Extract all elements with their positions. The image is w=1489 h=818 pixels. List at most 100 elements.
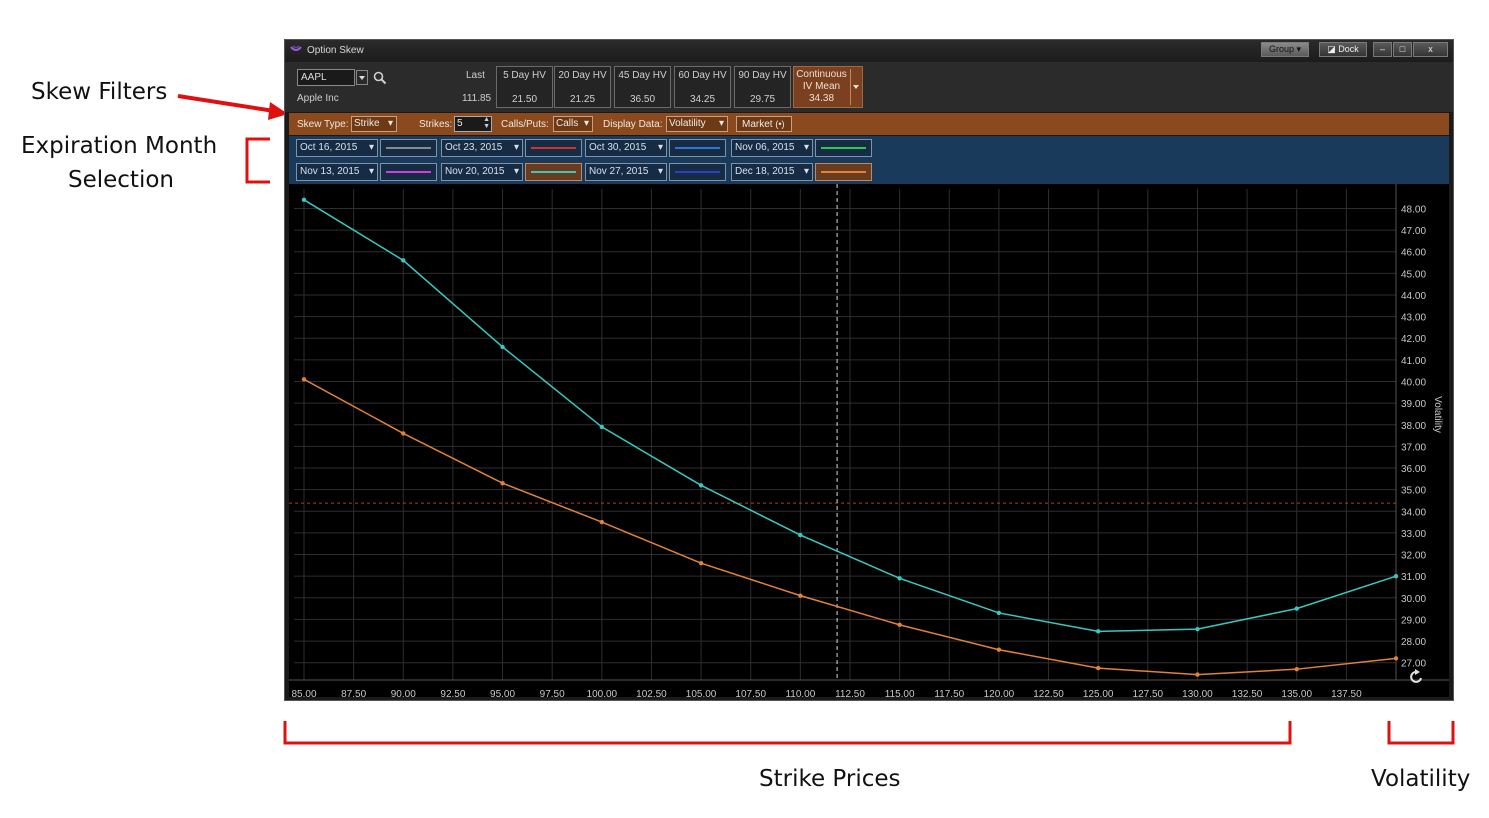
hv-value: 36.50 [629, 94, 656, 105]
y-tick-label: 46.00 [1401, 248, 1426, 259]
dock-button-label: Dock [1338, 44, 1359, 54]
dock-button[interactable]: ◪ Dock [1319, 42, 1367, 57]
expiration-color-swatch[interactable] [815, 139, 872, 157]
expiration-color-swatch[interactable] [815, 163, 872, 181]
strikes-label: Strikes: [419, 119, 453, 130]
x-tick-label: 127.50 [1133, 689, 1164, 697]
calls-puts-select[interactable]: Calls ▾ [553, 116, 593, 132]
expiration-select[interactable]: Oct 30, 2015 ▾ [585, 139, 667, 157]
expiration-date: Nov 06, 2015 [735, 142, 795, 153]
swatch-line [821, 171, 866, 173]
x-tick-label: 102.50 [636, 689, 667, 697]
y-tick-label: 36.00 [1401, 464, 1426, 475]
y-tick-label: 48.00 [1401, 204, 1426, 215]
search-icon[interactable] [373, 71, 387, 85]
symbol-dropdown-icon[interactable] [356, 70, 368, 85]
hv-45-day: 45 Day HV 36.50 [614, 66, 671, 108]
y-tick-label: 28.00 [1401, 637, 1426, 648]
broadcast-icon: (•) [775, 119, 785, 129]
market-label: Market [742, 119, 773, 130]
close-button[interactable]: x [1413, 42, 1448, 57]
expiration-date: Nov 13, 2015 [300, 166, 360, 177]
series-point-0 [401, 258, 406, 263]
series-point-0 [1195, 626, 1200, 632]
chevron-down-icon: ▾ [803, 166, 809, 177]
annotation-expiration-line2: Selection [68, 167, 174, 193]
x-tick-label: 110.00 [785, 689, 815, 697]
chevron-down-icon: ▾ [513, 166, 519, 177]
y-tick-label: 47.00 [1401, 226, 1426, 237]
y-tick-label: 29.00 [1401, 615, 1426, 626]
display-data-label: Display Data: [603, 119, 663, 130]
hv-value: 29.75 [749, 94, 776, 105]
series-point-0 [1095, 629, 1101, 634]
y-tick-label: 31.00 [1401, 572, 1426, 583]
expiration-select[interactable]: Oct 16, 2015 ▾ [296, 139, 378, 157]
display-data-select[interactable]: Volatility ▾ [666, 116, 728, 132]
expiration-color-swatch[interactable] [380, 163, 437, 181]
maximize-button[interactable]: □ [1393, 42, 1412, 57]
x-tick-label: 135.00 [1281, 689, 1312, 697]
expiration-color-swatch[interactable] [525, 139, 582, 157]
hv-value: 34.25 [689, 94, 716, 105]
chevron-down-icon: ▾ [657, 142, 663, 153]
expiration-color-swatch[interactable] [525, 163, 582, 181]
series-point-0 [996, 610, 1002, 616]
market-button[interactable]: Market (•) [736, 116, 792, 132]
expiration-date: Oct 30, 2015 [589, 142, 647, 153]
series-point-1 [599, 519, 605, 525]
continuous-iv-mean[interactable]: Continuous IV Mean 34.38 [793, 66, 863, 108]
series-point-1 [1095, 665, 1101, 671]
x-tick-label: 95.00 [490, 689, 515, 697]
expiration-select[interactable]: Nov 20, 2015 ▾ [441, 163, 523, 181]
swatch-line [386, 147, 431, 149]
expiration-select[interactable]: Dec 18, 2015 ▾ [731, 163, 813, 181]
expiration-date: Dec 18, 2015 [735, 166, 795, 177]
skew-type-select[interactable]: Strike ▾ [351, 116, 397, 132]
x-tick-label: 107.50 [735, 689, 766, 697]
expiration-select[interactable]: Oct 23, 2015 ▾ [441, 139, 523, 157]
x-tick-label: 130.00 [1182, 689, 1213, 697]
chevron-down-icon: ▾ [718, 118, 724, 129]
expiration-color-swatch[interactable] [669, 139, 726, 157]
option-skew-window: Option Skew Group ▾ ◪ Dock – □ x AAPL Ap… [284, 39, 1454, 701]
skew-chart[interactable]: 85.00 87.50 90.00 92.50 95.00 97.50 100.00 102.… [289, 184, 1449, 697]
y-tick-label: 43.00 [1401, 313, 1426, 324]
y-tick-label: 42.00 [1401, 334, 1426, 345]
strikes-stepper[interactable]: 5 ▲ ▼ [454, 116, 492, 132]
series-line-0 [303, 199, 1397, 633]
minimize-button[interactable]: – [1373, 42, 1392, 57]
x-tick-label: 97.50 [540, 689, 565, 697]
y-tick-label: 32.00 [1401, 551, 1426, 562]
expiration-date: Nov 27, 2015 [589, 166, 649, 177]
x-tick-label: 112.50 [835, 689, 865, 697]
x-tick-label: 90.00 [391, 689, 416, 697]
symbol-input[interactable]: AAPL [297, 69, 355, 86]
expiration-color-swatch[interactable] [380, 139, 437, 157]
y-tick-label: 35.00 [1401, 486, 1426, 497]
annotation-strike-prices: Strike Prices [759, 766, 901, 792]
expiration-date: Nov 20, 2015 [445, 166, 505, 177]
reset-zoom-icon[interactable] [1410, 669, 1422, 683]
expiration-select[interactable]: Nov 06, 2015 ▾ [731, 139, 813, 157]
expiration-color-swatch[interactable] [669, 163, 726, 181]
y-tick-label: 38.00 [1401, 421, 1426, 432]
expiration-select[interactable]: Nov 27, 2015 ▾ [585, 163, 667, 181]
swatch-line [531, 171, 576, 173]
close-icon: x [1428, 44, 1433, 54]
expiration-selection: Oct 16, 2015 ▾ Oct 23, 2015 ▾ Oct 30, 2015… [289, 136, 1449, 184]
stepper-arrows-icon[interactable]: ▲ ▼ [483, 116, 490, 130]
hv-value: 21.50 [511, 94, 538, 105]
swatch-line [531, 147, 576, 149]
group-button[interactable]: Group ▾ [1261, 42, 1309, 57]
series-point-0 [897, 576, 902, 581]
series-point-1 [301, 377, 307, 382]
chevron-down-icon: ▾ [513, 142, 519, 153]
iv-value: 34.38 [808, 93, 835, 104]
last-value: 111.85 [462, 93, 492, 104]
app-logo-icon [290, 45, 302, 51]
swatch-line [386, 171, 431, 173]
expiration-select[interactable]: Nov 13, 2015 ▾ [296, 163, 378, 181]
chevron-down-icon[interactable] [850, 67, 862, 107]
x-tick-label: 92.50 [440, 689, 465, 697]
